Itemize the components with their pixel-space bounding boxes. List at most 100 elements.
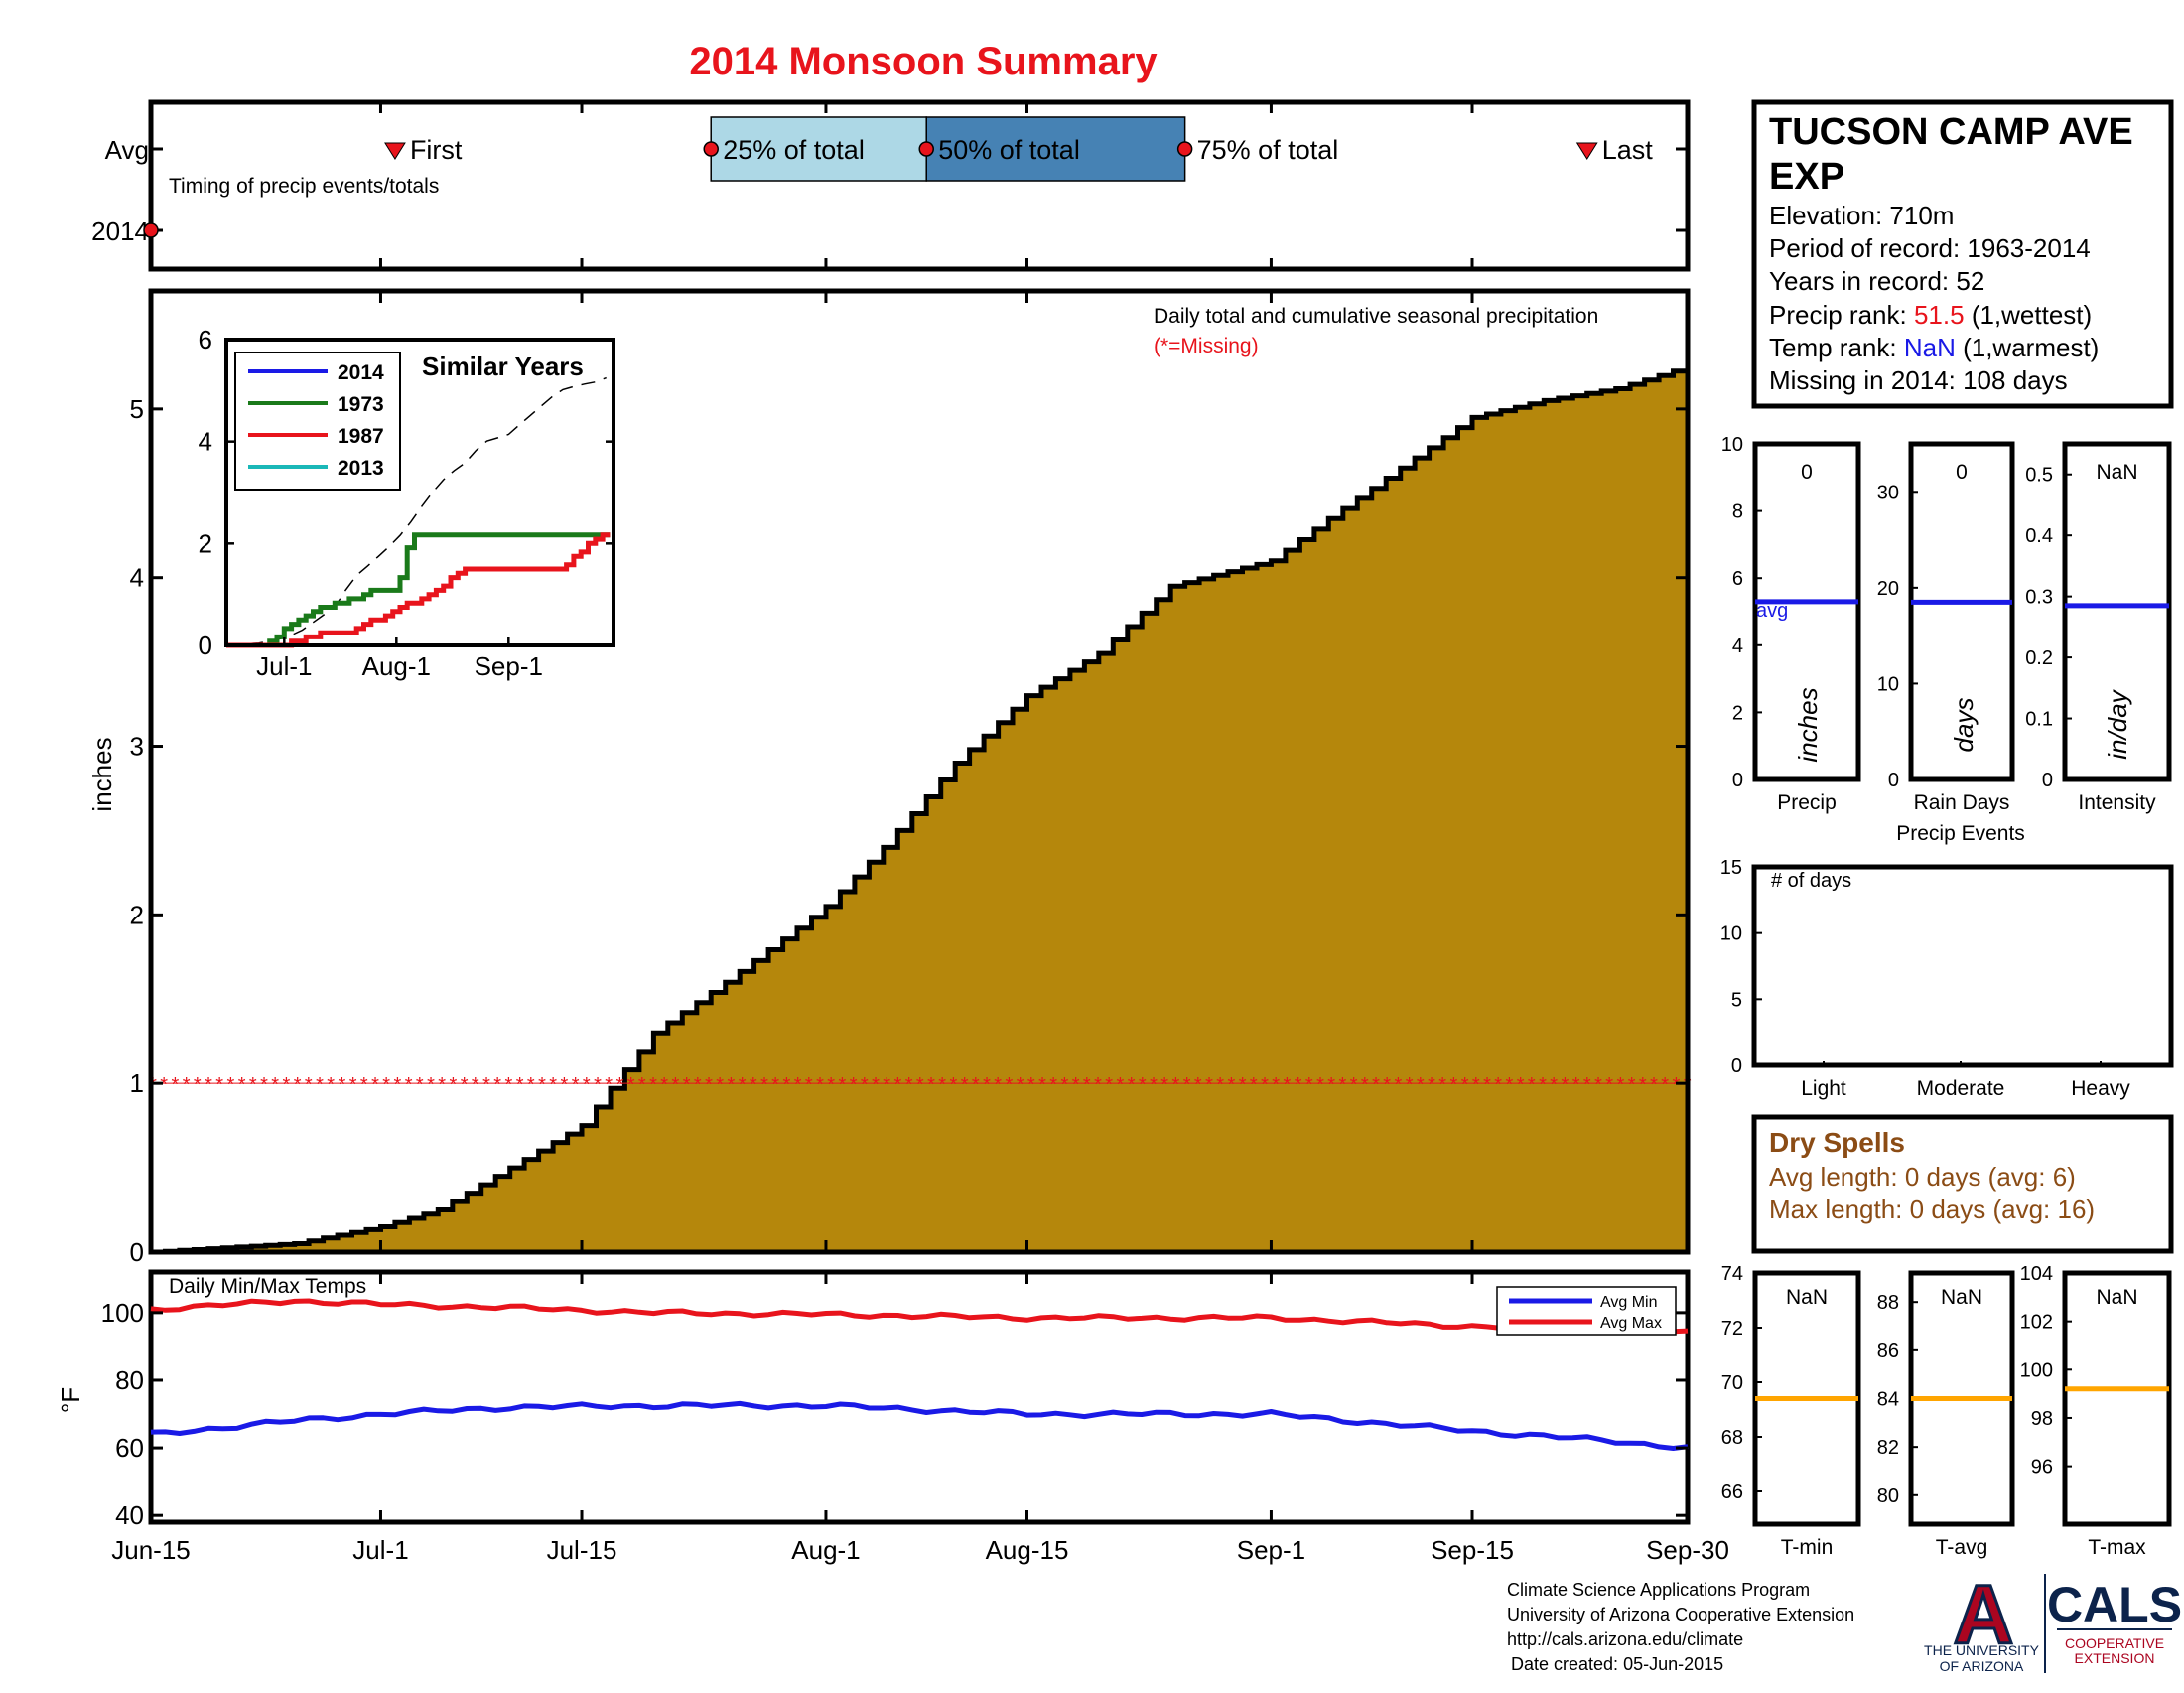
temp-panel-tick-label: 102: [2020, 1312, 2053, 1334]
missing-star: *: [983, 1074, 991, 1096]
q50-label: 50% of total: [938, 135, 1080, 165]
missing-star: *: [1417, 1074, 1425, 1096]
missing-star: *: [371, 1074, 379, 1096]
date-axis-label: Sep-30: [1646, 1535, 1729, 1565]
inset-ytick-label: 6: [199, 325, 212, 354]
footer: Climate Science Applications Program Uni…: [1507, 1567, 2182, 1675]
temps-ytick-label: 60: [115, 1433, 144, 1463]
date-axis-label: Jun-15: [111, 1535, 191, 1565]
similar-years-inset: 0 2 4 6 Jul-1 Aug-1 Sep-1 Similar Years 2014 1…: [199, 325, 615, 681]
missing-star: *: [1361, 1074, 1369, 1096]
intensity-category-label: Heavy: [2071, 1077, 2130, 1100]
missing-star: *: [461, 1074, 469, 1096]
dry-spells-title: Dry Spells: [1769, 1127, 1905, 1158]
missing-star: *: [1250, 1074, 1258, 1096]
intensity-days-ticks: 0 5 10 15: [1720, 857, 1762, 1077]
first-label: First: [410, 135, 463, 165]
missing-star: *: [1661, 1074, 1669, 1096]
precip-event-label: Precip: [1777, 791, 1837, 814]
missing-star: *: [794, 1074, 802, 1096]
inset-x-ticks: Jul-1 Aug-1 Sep-1: [256, 637, 543, 681]
precip-event-tick-label: 0: [1732, 770, 1743, 791]
missing-star: *: [839, 1074, 847, 1096]
precip-ytick-label: 3: [130, 732, 144, 762]
precip-ytick-label: 2: [130, 900, 144, 929]
days-label: # of days: [1771, 870, 1851, 892]
inset-ytick-label: 4: [199, 427, 212, 457]
temp-panel-tick-label: 70: [1721, 1372, 1743, 1394]
station-info-box: TUCSON CAMP AVE EXP Elevation: 710m Peri…: [1751, 99, 2174, 409]
precip-ytick-label: 4: [130, 563, 144, 593]
missing-star: *: [1150, 1074, 1158, 1096]
footer-line1: Climate Science Applications Program: [1507, 1580, 1810, 1600]
quartile-marker: [1176, 141, 1193, 157]
ua-logo-letter: A: [1954, 1568, 2014, 1661]
temp-panel-label: T-avg: [1936, 1536, 1988, 1559]
inset-xtick-label: Sep-1: [475, 651, 543, 681]
missing-star: *: [938, 1074, 946, 1096]
missing-star: *: [238, 1074, 246, 1096]
missing-star: *: [771, 1074, 779, 1096]
precip-ytick-label: 5: [130, 394, 144, 424]
missing-star: *: [1194, 1074, 1202, 1096]
missing-star: *: [728, 1074, 736, 1096]
precip-x-ticks: [149, 291, 1690, 1252]
quartile-25-box: [710, 116, 927, 182]
intensity-categories: Light Moderate Heavy: [1801, 1061, 2130, 1100]
missing-star: *: [760, 1074, 768, 1096]
missing-star: *: [1305, 1074, 1313, 1096]
missing-star: *: [205, 1074, 212, 1096]
precip-event-tick-label: 10: [1877, 673, 1899, 695]
temp-panel-tick-label: 98: [2031, 1408, 2053, 1430]
missing-star: *: [872, 1074, 880, 1096]
inset-title: Similar Years: [422, 352, 584, 381]
timing-row-2014: 2014: [91, 216, 149, 246]
avg-max-line: [150, 1298, 1689, 1336]
temp-panel-label: T-max: [2088, 1536, 2146, 1559]
missing-star: *: [516, 1074, 524, 1096]
missing-star: *: [683, 1074, 691, 1096]
missing-star: *: [316, 1074, 324, 1096]
footer-line2: University of Arizona Cooperative Extens…: [1507, 1605, 1854, 1624]
temps-title: Daily Min/Max Temps: [169, 1275, 366, 1298]
station-years: Years in record: 52: [1769, 266, 1984, 296]
missing-star: *: [1139, 1074, 1147, 1096]
missing-star: *: [416, 1074, 424, 1096]
timing-ticks: [151, 102, 1688, 269]
missing-star: *: [994, 1074, 1002, 1096]
inset-ytick-label: 0: [199, 631, 212, 660]
ua-logo-text2: OF ARIZONA: [1940, 1658, 2024, 1674]
precip-event-tick-label: 10: [1721, 434, 1743, 456]
missing-star: *: [1438, 1074, 1446, 1096]
missing-star: *: [450, 1074, 458, 1096]
precip-rank: Precip rank: 51.5 (1,wettest): [1769, 300, 2092, 330]
missing-star: *: [1272, 1074, 1280, 1096]
page-title: 2014 Monsoon Summary: [689, 40, 1158, 83]
precip-ytick-label: 0: [130, 1237, 144, 1267]
missing-star: *: [1550, 1074, 1558, 1096]
precip-event-frame: [1908, 441, 2015, 782]
temp-panel: 80 82 84 86 88 NaN T-avg: [1877, 1270, 2015, 1559]
temps-panel: 40 60 80 100 Daily Min/Max Temps °F Avg Min…: [56, 1269, 1691, 1530]
precip-event-tick-label: 0: [2042, 770, 2053, 791]
missing-star: *: [438, 1074, 446, 1096]
inset-ytick-label: 2: [199, 528, 212, 558]
missing-star: *: [716, 1074, 724, 1096]
precip-event-label: Intensity: [2078, 791, 2156, 814]
missing-star: *: [1327, 1074, 1335, 1096]
missing-star: *: [816, 1074, 824, 1096]
temp-panel-label: T-min: [1781, 1536, 1834, 1559]
temp-panel: 96 98 100 102 104 NaN T-max: [2020, 1263, 2172, 1559]
missing-star: *: [905, 1074, 913, 1096]
precip-event-tick-label: 0.3: [2025, 587, 2053, 609]
intensity-days-tick-label: 10: [1720, 923, 1742, 945]
missing-star: *: [1383, 1074, 1391, 1096]
intensity-days-tick-label: 5: [1731, 989, 1742, 1011]
missing-star: *: [1061, 1074, 1069, 1096]
date-axis-label: Sep-15: [1431, 1535, 1514, 1565]
temp-panel-tick-label: 82: [1877, 1437, 1899, 1459]
missing-star: *: [1128, 1074, 1136, 1096]
missing-star: *: [405, 1074, 413, 1096]
temps-legend: [1496, 1286, 1677, 1336]
dry-spells-frame: [1751, 1114, 2174, 1254]
